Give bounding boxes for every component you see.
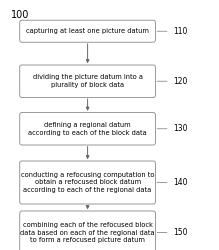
- FancyBboxPatch shape: [20, 20, 155, 42]
- FancyBboxPatch shape: [20, 65, 155, 98]
- Text: defining a regional datum
according to each of the block data: defining a regional datum according to e…: [28, 122, 147, 136]
- Text: 110: 110: [173, 27, 187, 36]
- Text: combining each of the refocused block
data based on each of the regional data
to: combining each of the refocused block da…: [20, 222, 155, 243]
- FancyBboxPatch shape: [20, 161, 155, 204]
- Text: 100: 100: [11, 10, 29, 20]
- FancyBboxPatch shape: [20, 112, 155, 145]
- Text: 130: 130: [173, 124, 187, 133]
- Text: 140: 140: [173, 178, 187, 187]
- Text: dividing the picture datum into a
plurality of block data: dividing the picture datum into a plural…: [33, 74, 143, 88]
- Text: capturing at least one picture datum: capturing at least one picture datum: [26, 28, 149, 34]
- Text: conducting a refocusing computation to
obtain a refocused block datum
according : conducting a refocusing computation to o…: [21, 172, 154, 193]
- Text: 150: 150: [173, 228, 187, 237]
- Text: 120: 120: [173, 77, 187, 86]
- FancyBboxPatch shape: [20, 211, 155, 250]
